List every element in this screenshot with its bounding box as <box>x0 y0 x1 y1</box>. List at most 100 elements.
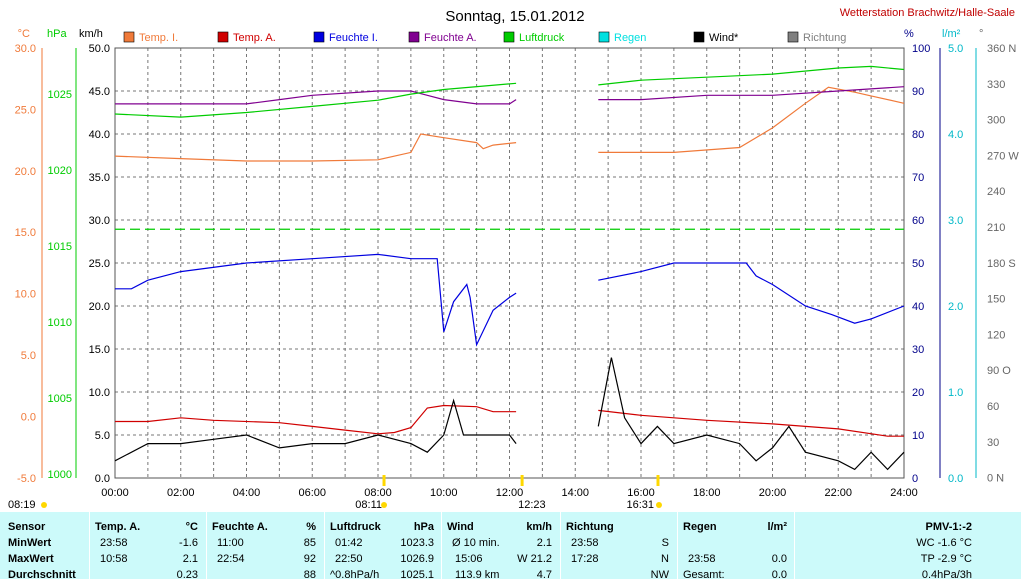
wind-tick: 40.0 <box>89 129 110 141</box>
summary-feuchte-a: Feuchte A. % 11:00 22:54 85 92 88 <box>212 512 318 581</box>
humidity-unit: % <box>904 28 914 40</box>
time-tick: 16:00 <box>627 487 655 499</box>
direction-tick: 360 N <box>987 43 1016 55</box>
feuchte-a-max-time: 22:54 <box>217 553 245 565</box>
temp-tick: 20.0 <box>15 166 36 178</box>
temp-unit: °C <box>18 28 30 40</box>
direction-tick: 150 <box>987 294 1005 306</box>
chart-title: Sonntag, 15.01.2012 <box>445 8 584 25</box>
feuchte-a-header: Feuchte A. <box>212 521 268 533</box>
temp-tick: 0.0 <box>21 411 36 423</box>
summary-temp-a: Temp. A. °C 23:58 10:58 -1.6 2.1 0.23 <box>95 512 200 581</box>
pressure-tick: 1025 <box>48 89 72 101</box>
sunrise-icon <box>381 502 388 508</box>
wind-tick: 0.0 <box>95 473 110 485</box>
regen-total: 0.0 <box>771 569 787 581</box>
summary-luftdruck: Luftdruck hPa 01:42 22:50 ^0.8hPa/h 1023… <box>330 512 436 581</box>
direction-tick: 120 <box>987 329 1005 341</box>
humidity-tick: 80 <box>912 129 924 141</box>
wind-tick: 20.0 <box>89 301 110 313</box>
sunrise-prev-icon <box>41 502 47 508</box>
legend-swatch-temp_i <box>123 31 135 43</box>
regen-total-label: Gesamt: <box>683 569 725 581</box>
wind-unit: km/h <box>79 28 103 40</box>
series-temp_a <box>115 404 904 437</box>
temp-a-max: 2.1 <box>182 553 198 565</box>
richtung-min: S <box>661 537 669 549</box>
time-tick: 14:00 <box>561 487 589 499</box>
temp-tick: 25.0 <box>15 104 36 116</box>
time-tick: 02:00 <box>167 487 195 499</box>
weather-chart: Sonntag, 15.01.2012 Wetterstation Brachw… <box>8 7 1020 511</box>
time-tick: 06:00 <box>298 487 326 499</box>
series-feuchte_i <box>115 253 905 347</box>
direction-tick: 210 <box>987 222 1005 234</box>
richtung-max: N <box>661 553 669 565</box>
pressure-tick: 1010 <box>48 317 72 329</box>
regen-header: Regen <box>683 521 717 533</box>
regen-unit: l/m² <box>767 521 787 533</box>
regen-max-time: 23:58 <box>688 553 716 565</box>
time-tick: 12:00 <box>496 487 524 499</box>
legend: Temp. I. Temp. A. Feuchte I. Feuchte A. Luft… <box>123 31 846 44</box>
legend-swatch-wind <box>693 31 705 43</box>
luftdruck-min: 1023.3 <box>400 537 434 549</box>
temp-tick: 15.0 <box>15 227 36 239</box>
time-tick: 24:00 <box>890 487 918 499</box>
wind-tick: 10.0 <box>89 387 110 399</box>
summary-richtung: Richtung 23:58 17:28 S N NW <box>566 512 671 581</box>
rain-tick: 0.0 <box>948 473 963 485</box>
rain-tick: 4.0 <box>948 129 963 141</box>
wind-header: Wind <box>447 521 474 533</box>
temp-a-unit: °C <box>185 521 198 533</box>
regen-max: 0.0 <box>771 553 787 565</box>
direction-tick: 0 N <box>987 473 1004 485</box>
wind-tick: 50.0 <box>89 43 110 55</box>
series <box>114 65 905 471</box>
wind-tick: 25.0 <box>89 258 110 270</box>
feuchte-a-unit: % <box>306 521 316 533</box>
luftdruck-trend: ^0.8hPa/h <box>330 569 380 581</box>
luftdruck-avg: 1025.1 <box>400 569 434 581</box>
pmv-windchill: WC -1.6 °C <box>916 537 972 549</box>
wind-max: W 21.2 <box>517 553 552 565</box>
legend-swatch-luftdruck <box>503 31 515 43</box>
feuchte-a-max: 92 <box>303 553 316 565</box>
row-label-min: MinWert <box>8 537 52 549</box>
humidity-tick: 100 <box>912 43 930 55</box>
temp-a-max-time: 10:58 <box>100 553 128 565</box>
richtung-max-time: 17:28 <box>571 553 599 565</box>
legend-swatch-regen <box>598 31 610 43</box>
wind-tick: 45.0 <box>89 86 110 98</box>
wind-tick: 35.0 <box>89 172 110 184</box>
axes: 50.0 45.0 40.0 35.0 30.0 25.0 20.0 15.0 10.0 5.0 0… <box>15 28 1020 499</box>
temp-a-min: -1.6 <box>179 537 198 549</box>
temp-a-header: Temp. A. <box>95 521 141 533</box>
pmv-header: PMV-1:-2 <box>925 521 972 533</box>
rain-tick: 5.0 <box>948 43 963 55</box>
summary-table: Sensor MinWert MaxWert Durchschnitt Temp… <box>0 512 1021 581</box>
series-feuchte_a <box>115 86 905 105</box>
legend-label-richtung: Richtung <box>803 32 846 44</box>
temp-tick: 30.0 <box>15 43 36 55</box>
summary-regen: Regen l/m² 23:58 Gesamt: 0.0 0.0 <box>683 512 789 581</box>
legend-swatch-temp_a <box>217 31 229 43</box>
feuchte-a-avg: 88 <box>303 569 316 581</box>
grid <box>114 47 905 479</box>
pmv-dewpoint: TP -2.9 °C <box>920 553 972 565</box>
direction-tick: 330 <box>987 79 1005 91</box>
humidity-tick: 30 <box>912 344 924 356</box>
direction-tick: 30 <box>987 437 999 449</box>
humidity-tick: 10 <box>912 430 924 442</box>
luftdruck-header: Luftdruck <box>330 521 381 533</box>
temp-tick: 10.0 <box>15 289 36 301</box>
sunrise-label: 08:11 <box>355 499 382 511</box>
series-temp_i <box>114 86 905 162</box>
time-tick: 20:00 <box>759 487 787 499</box>
wind-distance: 113.9 km <box>455 569 500 581</box>
noon-label: 12:23 <box>518 499 546 511</box>
direction-tick: 90 O <box>987 365 1011 377</box>
wind-max-time: 15:06 <box>455 553 483 565</box>
luftdruck-unit: hPa <box>413 521 434 533</box>
direction-tick: 60 <box>987 401 999 413</box>
